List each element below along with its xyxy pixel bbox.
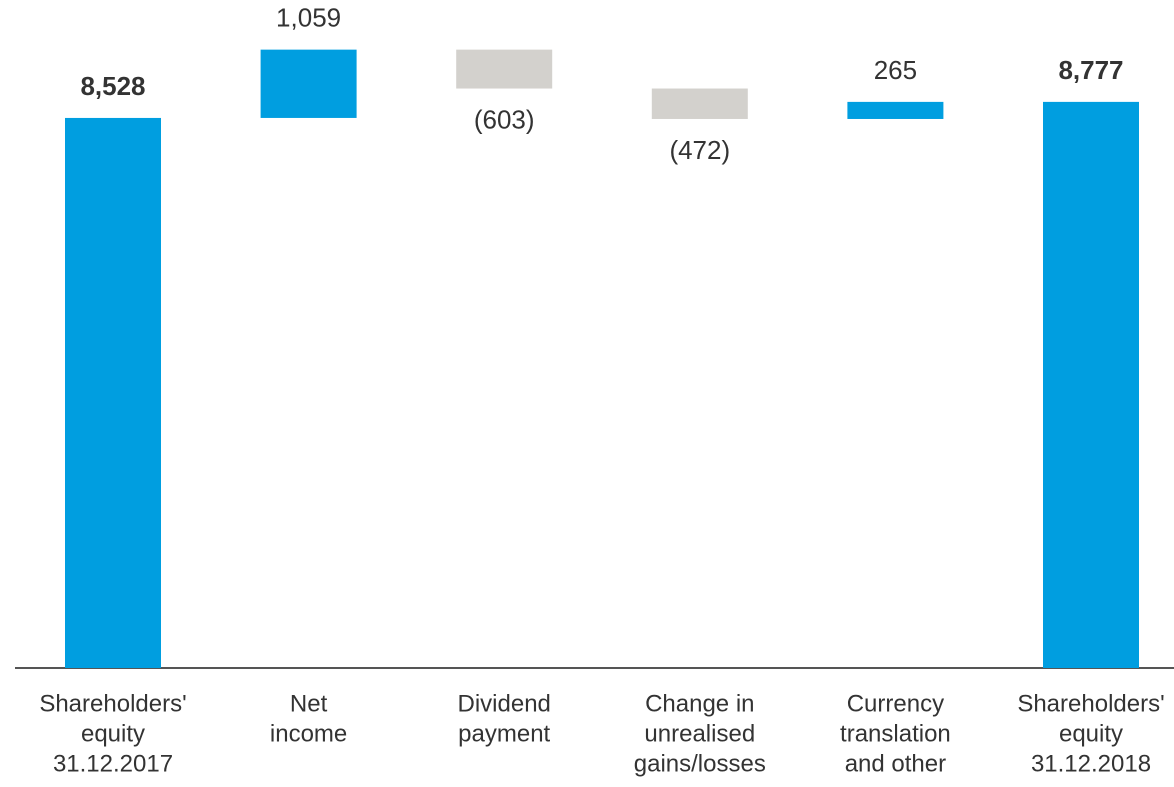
change-bar — [260, 49, 357, 118]
value-label: 265 — [874, 55, 917, 85]
category-label: Net — [290, 690, 328, 717]
change-bar — [456, 49, 553, 89]
category-label: gains/losses — [634, 750, 766, 777]
category-label: Change in — [645, 690, 754, 717]
category-label: and other — [845, 750, 946, 777]
value-label: 8,528 — [80, 71, 145, 101]
category-label: payment — [458, 720, 550, 747]
total-bar — [1043, 101, 1139, 669]
category-label: Shareholders' — [1017, 690, 1164, 717]
change-bar — [651, 88, 748, 119]
category-label: equity — [81, 720, 145, 747]
category-label: 31.12.2017 — [53, 750, 173, 777]
value-label: 1,059 — [276, 3, 341, 33]
category-label: 31.12.2018 — [1031, 750, 1151, 777]
value-label: (603) — [474, 104, 535, 134]
category-label: Dividend — [458, 690, 551, 717]
category-label: income — [270, 720, 347, 747]
category-label: Currency — [847, 690, 944, 717]
category-label: equity — [1059, 720, 1123, 747]
change-bar — [847, 101, 944, 119]
category-label: unrealised — [644, 720, 755, 747]
category-label: translation — [840, 720, 951, 747]
value-label: (472) — [669, 135, 730, 165]
value-label: 8,777 — [1058, 55, 1123, 85]
total-bar — [65, 117, 161, 669]
category-label: Shareholders' — [39, 690, 186, 717]
